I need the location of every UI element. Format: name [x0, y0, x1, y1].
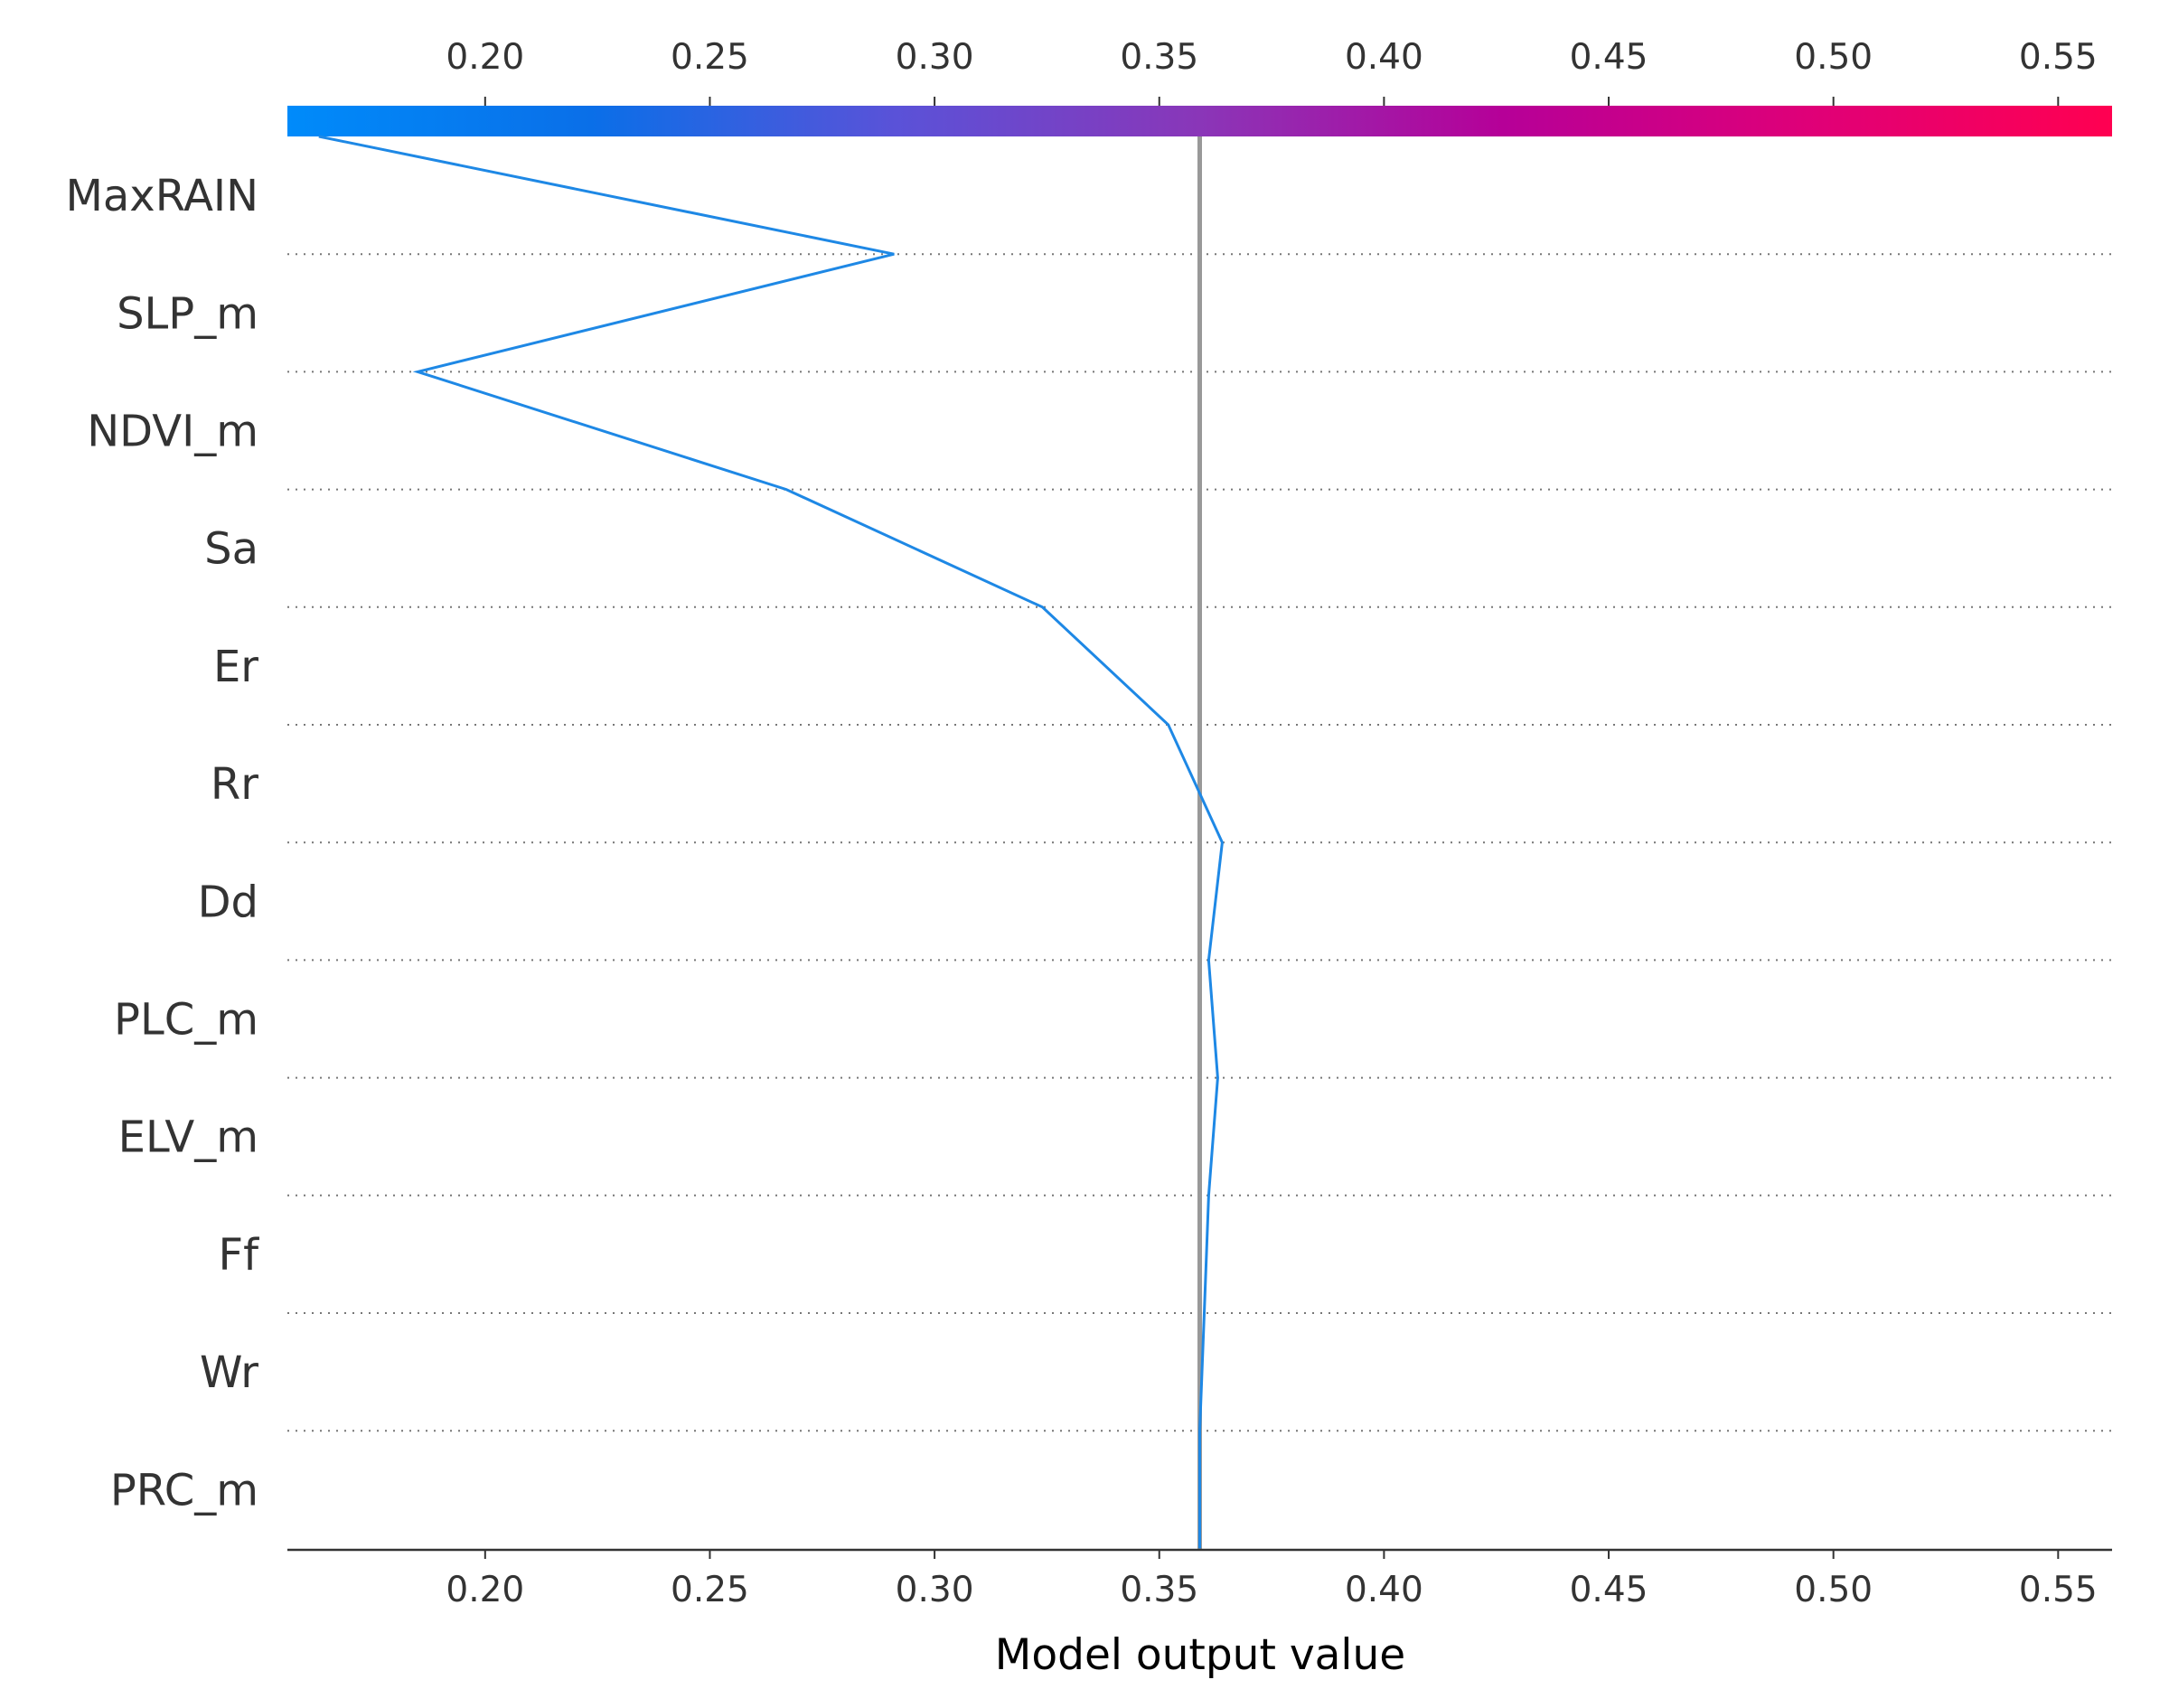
x-tick-label: 0.50 — [1794, 1570, 1873, 1610]
feature-label-plc-m: PLC_m — [114, 995, 258, 1046]
top-tick-label: 0.25 — [671, 37, 749, 78]
feature-label-er: Er — [213, 642, 258, 692]
feature-label-prc-m: PRC_m — [110, 1465, 258, 1516]
decision-path-line — [318, 135, 1224, 1549]
feature-label-ff: Ff — [218, 1230, 259, 1281]
x-tick-label: 0.30 — [896, 1570, 974, 1610]
x-tick-label: 0.20 — [446, 1570, 524, 1610]
x-axis-title: Model output value — [995, 1630, 1405, 1680]
x-tick-label: 0.45 — [1570, 1570, 1648, 1610]
colorbar — [287, 106, 2112, 136]
feature-label-maxrain: MaxRAIN — [65, 171, 258, 221]
top-tick-label: 0.20 — [446, 37, 524, 78]
feature-label-wr: Wr — [200, 1347, 258, 1398]
x-tick-label: 0.25 — [671, 1570, 749, 1610]
feature-label-elv-m: ELV_m — [118, 1112, 258, 1163]
feature-label-slp-m: SLP_m — [117, 288, 258, 339]
feature-label-sa: Sa — [204, 524, 258, 575]
top-tick-label: 0.55 — [2019, 37, 2098, 78]
feature-label-dd: Dd — [198, 877, 258, 927]
feature-label-rr: Rr — [211, 759, 258, 810]
x-tick-label: 0.40 — [1345, 1570, 1423, 1610]
top-tick-label: 0.40 — [1345, 37, 1423, 78]
top-tick-label: 0.50 — [1794, 37, 1873, 78]
feature-label-ndvi-m: NDVI_m — [87, 407, 258, 457]
top-tick-label: 0.45 — [1570, 37, 1648, 78]
x-tick-label: 0.35 — [1120, 1570, 1198, 1610]
top-tick-label: 0.35 — [1120, 37, 1198, 78]
x-tick-label: 0.55 — [2019, 1570, 2098, 1610]
top-tick-label: 0.30 — [896, 37, 974, 78]
